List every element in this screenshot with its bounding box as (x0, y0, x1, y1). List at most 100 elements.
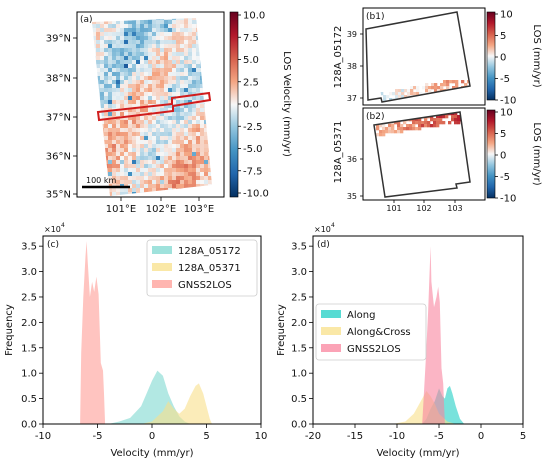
velocity-pixel (108, 60, 113, 65)
velocity-pixel (156, 84, 161, 89)
velocity-pixel (148, 188, 153, 193)
velocity-pixel (108, 88, 113, 93)
velocity-pixel (192, 132, 197, 137)
velocity-pixel (144, 180, 149, 185)
velocity-pixel (100, 72, 105, 77)
velocity-pixel (140, 144, 145, 149)
velocity-pixel (152, 72, 157, 77)
velocity-pixel (108, 144, 113, 149)
panel-b2: (b2) 128A_05371 101 102 103 35 36 10 5 0 -5 -10… (333, 107, 542, 213)
velocity-pixel (200, 84, 205, 89)
velocity-pixel (200, 160, 205, 165)
x-tick-label: -5 (434, 431, 444, 442)
velocity-pixel (152, 176, 157, 181)
velocity-pixel (176, 104, 181, 109)
panel-c-multiplier-exp: 4 (61, 222, 65, 229)
velocity-pixel (124, 112, 129, 117)
velocity-pixel (164, 52, 169, 57)
velocity-pixel (112, 124, 117, 129)
velocity-pixel (184, 32, 189, 37)
velocity-pixel (152, 120, 157, 125)
velocity-pixel (172, 140, 177, 145)
velocity-pixel (168, 28, 173, 33)
velocity-pixel (116, 156, 121, 161)
velocity-pixel (180, 64, 185, 69)
velocity-pixel (124, 104, 129, 109)
velocity-pixel (196, 96, 201, 101)
colorbar-tick-label: -10.0 (243, 189, 269, 200)
velocity-pixel (168, 148, 173, 153)
velocity-pixel (164, 176, 169, 181)
y-tick-label: 38 (347, 62, 357, 71)
velocity-pixel (100, 100, 105, 105)
velocity-pixel (132, 112, 137, 117)
velocity-pixel (152, 156, 157, 161)
velocity-pixel (168, 120, 173, 125)
velocity-pixel (152, 160, 157, 165)
velocity-pixel (156, 188, 161, 193)
velocity-pixel (168, 100, 173, 105)
velocity-pixel (172, 168, 177, 173)
velocity-pixel (184, 140, 189, 145)
velocity-pixel (124, 48, 129, 53)
velocity-pixel (104, 124, 109, 129)
velocity-pixel (196, 124, 201, 129)
velocity-pixel (120, 164, 125, 169)
velocity-pixel (192, 164, 197, 169)
velocity-pixel (457, 118, 461, 122)
velocity-pixel (164, 18, 169, 21)
velocity-pixel (196, 104, 201, 109)
velocity-pixel (176, 48, 181, 53)
velocity-pixel (168, 96, 173, 101)
velocity-pixel (176, 60, 181, 65)
velocity-pixel (108, 148, 113, 153)
velocity-pixel (184, 72, 189, 77)
velocity-pixel (92, 36, 97, 41)
velocity-pixel (160, 120, 165, 125)
velocity-pixel (112, 28, 117, 33)
x-tick-label: -10 (389, 431, 405, 442)
velocity-pixel (156, 80, 161, 85)
velocity-pixel (108, 104, 113, 109)
velocity-pixel (188, 64, 193, 69)
velocity-pixel (128, 96, 133, 101)
velocity-pixel (176, 152, 181, 157)
velocity-pixel (156, 176, 161, 181)
velocity-pixel (196, 160, 201, 165)
velocity-pixel (112, 84, 117, 89)
y-tick-label: 2.5 (21, 292, 37, 303)
velocity-pixel (140, 116, 145, 121)
velocity-pixel (437, 89, 441, 93)
velocity-pixel (160, 156, 165, 161)
velocity-pixel (132, 100, 137, 105)
velocity-pixel (188, 160, 193, 165)
legend-swatch (152, 263, 172, 271)
velocity-pixel (192, 140, 197, 145)
velocity-pixel (144, 56, 149, 61)
velocity-pixel (184, 24, 189, 29)
velocity-pixel (192, 52, 197, 57)
velocity-pixel (152, 136, 157, 141)
velocity-pixel (168, 168, 173, 173)
velocity-pixel (144, 160, 149, 165)
velocity-pixel (144, 152, 149, 157)
velocity-pixel (144, 88, 149, 93)
velocity-pixel (192, 172, 197, 177)
velocity-pixel (124, 32, 129, 37)
velocity-pixel (124, 60, 129, 65)
velocity-pixel (160, 60, 165, 65)
y-tick-label: 3.0 (291, 267, 307, 278)
velocity-pixel (196, 136, 201, 141)
velocity-pixel (112, 136, 117, 141)
velocity-pixel (124, 84, 129, 89)
velocity-pixel (120, 20, 125, 25)
y-tick-label: 3.5 (21, 242, 37, 253)
velocity-pixel (148, 64, 153, 69)
velocity-pixel (116, 140, 121, 145)
velocity-pixel (160, 100, 165, 105)
velocity-pixel (152, 80, 157, 85)
velocity-pixel (140, 172, 145, 177)
velocity-pixel (176, 180, 181, 185)
panel-b2-colorbar (486, 109, 496, 199)
velocity-pixel (144, 124, 149, 129)
